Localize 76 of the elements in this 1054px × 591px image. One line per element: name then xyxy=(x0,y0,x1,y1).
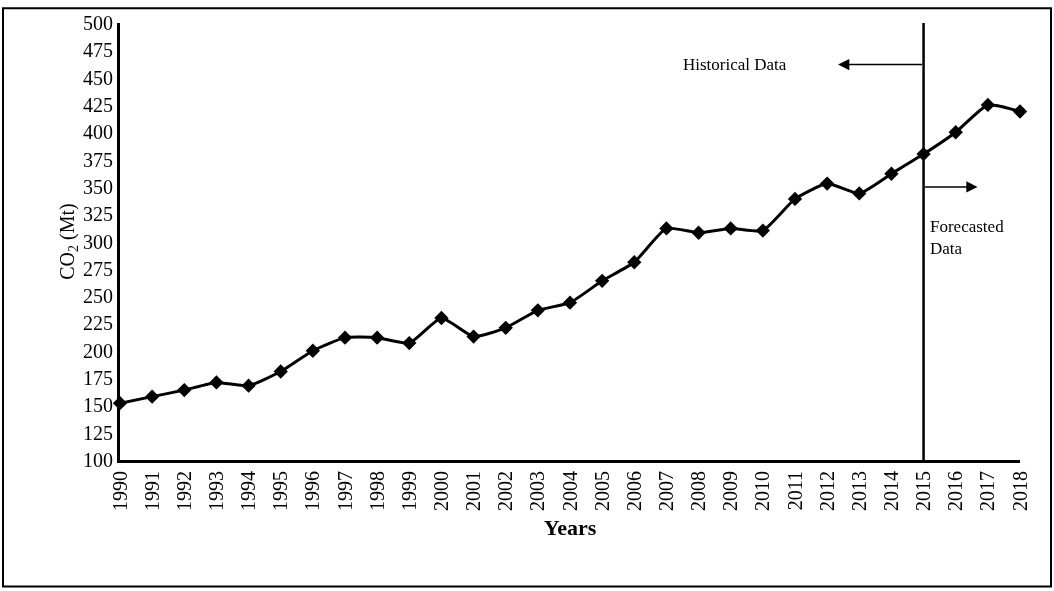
x-tick-label: 2006 xyxy=(622,471,645,511)
point xyxy=(241,378,256,393)
y-tick-label: 400 xyxy=(83,121,113,144)
y-tick-label: 175 xyxy=(83,367,113,390)
point xyxy=(627,255,642,270)
point xyxy=(305,343,321,358)
y-tick-label: 150 xyxy=(83,394,113,417)
point xyxy=(273,364,288,379)
point xyxy=(819,176,835,191)
x-tick-label: 2001 xyxy=(462,471,485,511)
point xyxy=(369,330,385,345)
y-tick-label: 325 xyxy=(83,203,113,226)
x-tick-label: 1991 xyxy=(140,471,163,511)
y-tick-label: 425 xyxy=(83,93,113,116)
annotation: Historical Data xyxy=(683,55,787,74)
point xyxy=(659,221,674,236)
point xyxy=(209,375,224,390)
x-tick-label: 1999 xyxy=(397,471,420,511)
x-tick-label: 2007 xyxy=(654,471,677,511)
point xyxy=(852,186,867,201)
y-tick-label: 225 xyxy=(83,312,113,335)
point xyxy=(948,125,963,140)
point xyxy=(337,330,353,345)
x-tick-label: 1994 xyxy=(237,471,260,511)
x-tick-label: 2000 xyxy=(429,471,452,511)
point xyxy=(434,310,449,326)
x-tick-label: 1997 xyxy=(333,471,356,511)
y-tick-label: 350 xyxy=(83,175,113,198)
x-tick-label: 1992 xyxy=(172,471,195,511)
x-tick-label: 2011 xyxy=(783,471,806,511)
x-axis-title: Years xyxy=(543,514,597,540)
x-tick-label: 1990 xyxy=(108,471,131,511)
point xyxy=(498,320,513,335)
point xyxy=(1012,104,1028,119)
y-tick-label: 275 xyxy=(83,257,113,280)
x-tick-label: 2009 xyxy=(719,471,742,511)
point xyxy=(144,389,160,404)
x-tick-label: 2010 xyxy=(751,471,774,511)
x-tick-label: 2004 xyxy=(558,471,581,511)
x-tick-label: 2017 xyxy=(976,471,999,511)
x-tick-label: 1998 xyxy=(365,471,388,511)
point xyxy=(530,303,546,318)
point xyxy=(177,382,192,398)
x-tick-label: 2005 xyxy=(590,471,613,511)
y-tick-label: 125 xyxy=(83,421,113,444)
point xyxy=(884,166,899,181)
x-tick-label: 2014 xyxy=(879,471,902,511)
point xyxy=(562,295,578,310)
x-tick-label: 2003 xyxy=(526,471,549,511)
point xyxy=(755,223,771,238)
point xyxy=(980,97,996,113)
point xyxy=(594,273,610,288)
y-tick-label: 100 xyxy=(83,449,113,471)
point xyxy=(723,221,738,236)
y-tick-label: 450 xyxy=(83,66,113,89)
point xyxy=(787,191,803,207)
y-tick-label: 475 xyxy=(83,39,113,62)
x-tick-label: 1995 xyxy=(269,471,292,511)
point xyxy=(466,329,481,344)
x-tick-label: 1996 xyxy=(301,471,324,511)
x-tick-label: 1993 xyxy=(204,471,227,511)
y-tick-label: 200 xyxy=(83,339,113,362)
x-tick-label: 2002 xyxy=(494,471,517,511)
x-tick-label: 2008 xyxy=(687,471,710,511)
x-tick-label: 2012 xyxy=(815,471,838,511)
y-tick-label: 250 xyxy=(83,285,113,308)
point xyxy=(402,335,417,351)
y-tick-label: 500 xyxy=(83,12,113,34)
annotation: Forecasted Data xyxy=(930,217,1005,259)
y-tick-label: 300 xyxy=(83,230,113,253)
x-tick-label: 2013 xyxy=(847,471,870,511)
x-tick-label: 2016 xyxy=(944,471,967,511)
y-tick-label: 375 xyxy=(83,148,113,171)
x-tick-label: 2015 xyxy=(912,471,935,511)
x-tick-label: 2018 xyxy=(1008,471,1031,511)
point xyxy=(691,225,706,240)
